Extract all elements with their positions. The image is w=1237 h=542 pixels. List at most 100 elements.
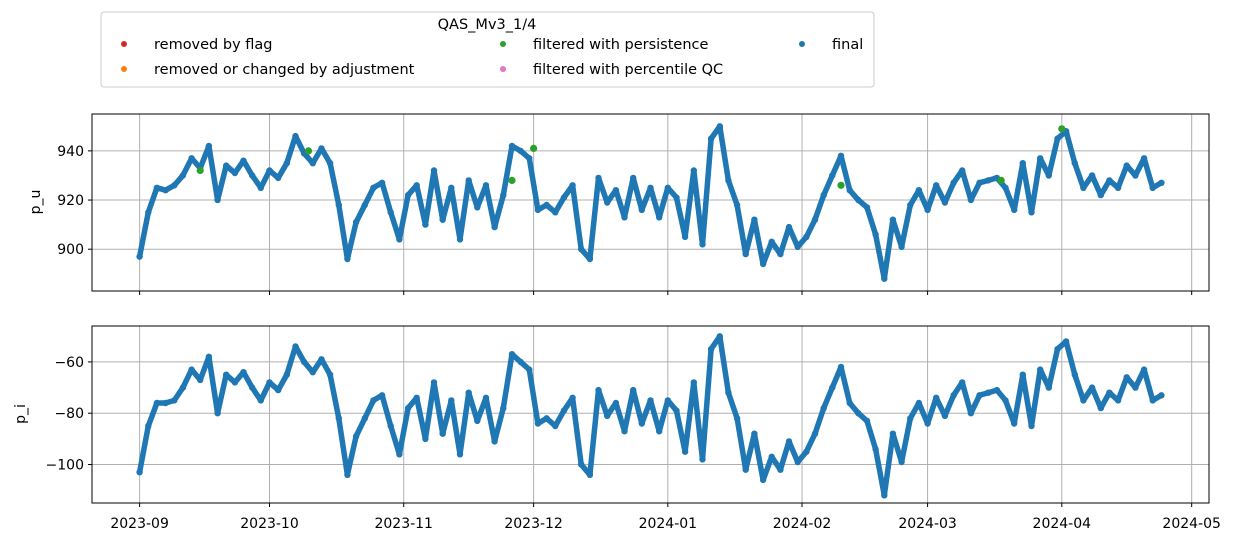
panel-p-i-data xyxy=(136,333,1165,499)
point-final-p-u-2023-11-24 xyxy=(500,191,507,199)
point-final-p-i-2024-01-05 xyxy=(681,448,689,455)
legend-label-filtered-with-persistence: filtered with persistence xyxy=(533,37,709,53)
point-final-p-i-2023-09-03 xyxy=(145,422,152,430)
point-final-p-i-2024-02-08 xyxy=(829,384,836,391)
point-final-p-u-2023-10-07 xyxy=(292,132,299,140)
point-final-p-i-2023-12-28 xyxy=(647,397,654,404)
point-final-p-i-2024-01-21 xyxy=(751,430,758,437)
point-final-p-u-2023-10-25 xyxy=(370,184,377,191)
panel-p-u-data xyxy=(136,123,1165,282)
point-final-p-u-2024-04-10 xyxy=(1097,191,1105,199)
point-final-p-u-2023-11-28 xyxy=(517,147,524,155)
point-final-p-i-2024-03-21 xyxy=(1011,420,1018,427)
point-final-p-i-2024-03-13 xyxy=(976,392,983,399)
point-final-p-u-2023-09-19 xyxy=(214,196,221,204)
point-final-p-i-2024-03-17 xyxy=(993,386,1001,394)
point-final-p-i-2024-01-25 xyxy=(768,453,775,460)
point-filtered-with-persistence-p-u-2024-02-10 xyxy=(837,181,845,189)
point-final-p-i-2024-03-15 xyxy=(985,389,992,396)
point-final-p-i-2024-01-15 xyxy=(725,389,732,396)
point-final-p-u-2024-01-11 xyxy=(707,135,715,142)
point-final-p-u-2023-09-17 xyxy=(205,142,213,150)
point-final-p-i-2024-03-11 xyxy=(967,410,975,417)
point-final-p-i-2023-12-06 xyxy=(552,422,559,430)
point-final-p-u-2024-01-31 xyxy=(794,243,801,250)
point-final-p-u-2024-03-21 xyxy=(1011,206,1018,214)
point-final-p-u-2023-10-29 xyxy=(387,209,394,216)
point-final-p-u-2024-04-12 xyxy=(1106,177,1113,184)
point-final-p-u-2023-11-14 xyxy=(456,236,464,243)
point-final-p-u-2024-03-03 xyxy=(933,182,940,189)
point-final-p-u-2023-11-20 xyxy=(482,182,490,189)
panel-p-u-ytick-label-920: 920 xyxy=(57,193,84,209)
point-final-p-i-2023-11-10 xyxy=(439,430,446,437)
point-final-p-u-2024-04-22 xyxy=(1149,184,1156,191)
point-final-p-i-2023-09-19 xyxy=(214,410,221,417)
point-final-p-u-2023-09-09 xyxy=(171,182,178,189)
point-filtered-with-persistence-p-u-2023-11-26 xyxy=(508,176,516,184)
x-tick-label-2023-12: 2023-12 xyxy=(504,516,563,532)
point-final-p-i-2024-03-03 xyxy=(933,394,940,401)
legend: QAS_Mv3_1/4 removed by flag removed or ch… xyxy=(100,11,875,88)
point-final-p-i-2024-02-12 xyxy=(846,399,853,407)
point-final-p-u-2023-10-05 xyxy=(283,160,290,167)
point-final-p-u-2024-04-24 xyxy=(1158,179,1165,186)
point-final-p-i-2023-10-03 xyxy=(275,386,282,394)
point-final-p-i-2023-11-12 xyxy=(448,397,455,404)
series-final-p-u xyxy=(136,123,1165,282)
point-final-p-i-2023-12-20 xyxy=(612,399,620,407)
point-final-p-i-2023-12-16 xyxy=(595,386,602,394)
point-final-p-i-2024-02-20 xyxy=(881,492,888,499)
legend-label-filtered-with-percentile-qc: filtered with percentile QC xyxy=(533,62,723,78)
legend-label-final: final xyxy=(832,37,863,53)
point-final-p-i-2023-11-28 xyxy=(517,358,524,366)
point-final-p-i-2023-10-31 xyxy=(396,451,403,458)
point-final-p-i-2024-02-02 xyxy=(803,448,810,455)
point-final-p-u-2024-01-17 xyxy=(733,201,741,209)
legend-frame xyxy=(100,11,875,88)
point-final-p-i-2023-09-05 xyxy=(153,399,161,407)
point-final-p-u-2024-01-23 xyxy=(759,260,767,268)
legend-marker-final xyxy=(799,41,805,47)
point-filtered-with-persistence-p-u-2023-12-01 xyxy=(530,144,538,152)
point-final-p-i-2023-09-21 xyxy=(223,371,230,378)
point-final-p-i-2023-12-18 xyxy=(604,412,611,419)
series-filtered-with-persistence-p-u xyxy=(196,125,1066,189)
x-tick-labels: 2023-09 2023-10 2023-11 2023-12 2024-01 2024-… xyxy=(110,516,1221,532)
point-final-p-u-2023-09-13 xyxy=(188,155,195,162)
point-final-p-i-2024-04-12 xyxy=(1106,389,1113,396)
point-final-p-i-2024-01-11 xyxy=(707,345,715,353)
legend-label-removed-or-changed-by-adjustment: removed or changed by adjustment xyxy=(154,62,415,78)
point-final-p-i-2023-11-20 xyxy=(482,394,490,401)
point-final-p-u-2024-03-15 xyxy=(985,177,992,184)
point-final-p-i-2023-10-27 xyxy=(378,392,386,399)
point-final-p-u-2024-04-20 xyxy=(1140,155,1148,162)
point-final-p-u-2023-12-26 xyxy=(638,206,645,214)
point-final-p-u-2024-01-05 xyxy=(681,233,689,241)
point-final-p-u-2023-10-21 xyxy=(352,219,360,226)
point-final-p-u-2024-02-20 xyxy=(881,275,888,282)
point-final-p-u-2024-04-06 xyxy=(1080,184,1087,191)
panel-p-u-ylabel: p_u xyxy=(28,190,44,215)
series-final-p-u-trace xyxy=(136,123,1165,282)
point-final-p-i-2023-09-29 xyxy=(257,397,264,404)
point-final-p-u-2023-12-06 xyxy=(552,209,559,216)
point-final-p-u-2023-11-08 xyxy=(430,167,438,174)
point-final-p-i-2024-03-31 xyxy=(1054,345,1061,353)
point-final-p-u-2023-10-13 xyxy=(318,145,325,152)
point-final-p-i-2023-09-23 xyxy=(231,379,239,386)
point-final-p-u-2024-03-27 xyxy=(1037,155,1044,162)
legend-entries: removed by flag removed or changed by adj… xyxy=(121,37,863,78)
point-final-p-i-2023-10-07 xyxy=(292,343,299,350)
point-final-p-u-2023-11-30 xyxy=(526,155,533,162)
point-final-p-u-2023-11-18 xyxy=(474,204,481,211)
legend-item-removed-or-changed-by-adjustment: removed or changed by adjustment xyxy=(121,62,415,78)
point-filtered-with-persistence-p-u-2023-09-15 xyxy=(196,166,204,175)
point-final-p-u-2024-03-25 xyxy=(1028,209,1035,216)
point-final-p-u-2023-12-12 xyxy=(578,246,585,253)
point-final-p-i-2023-12-12 xyxy=(578,461,585,468)
panel-p-u: 900 920 940 p_u xyxy=(28,113,1210,295)
point-final-p-u-2023-10-11 xyxy=(309,160,316,167)
point-final-p-i-2024-01-19 xyxy=(742,466,749,473)
